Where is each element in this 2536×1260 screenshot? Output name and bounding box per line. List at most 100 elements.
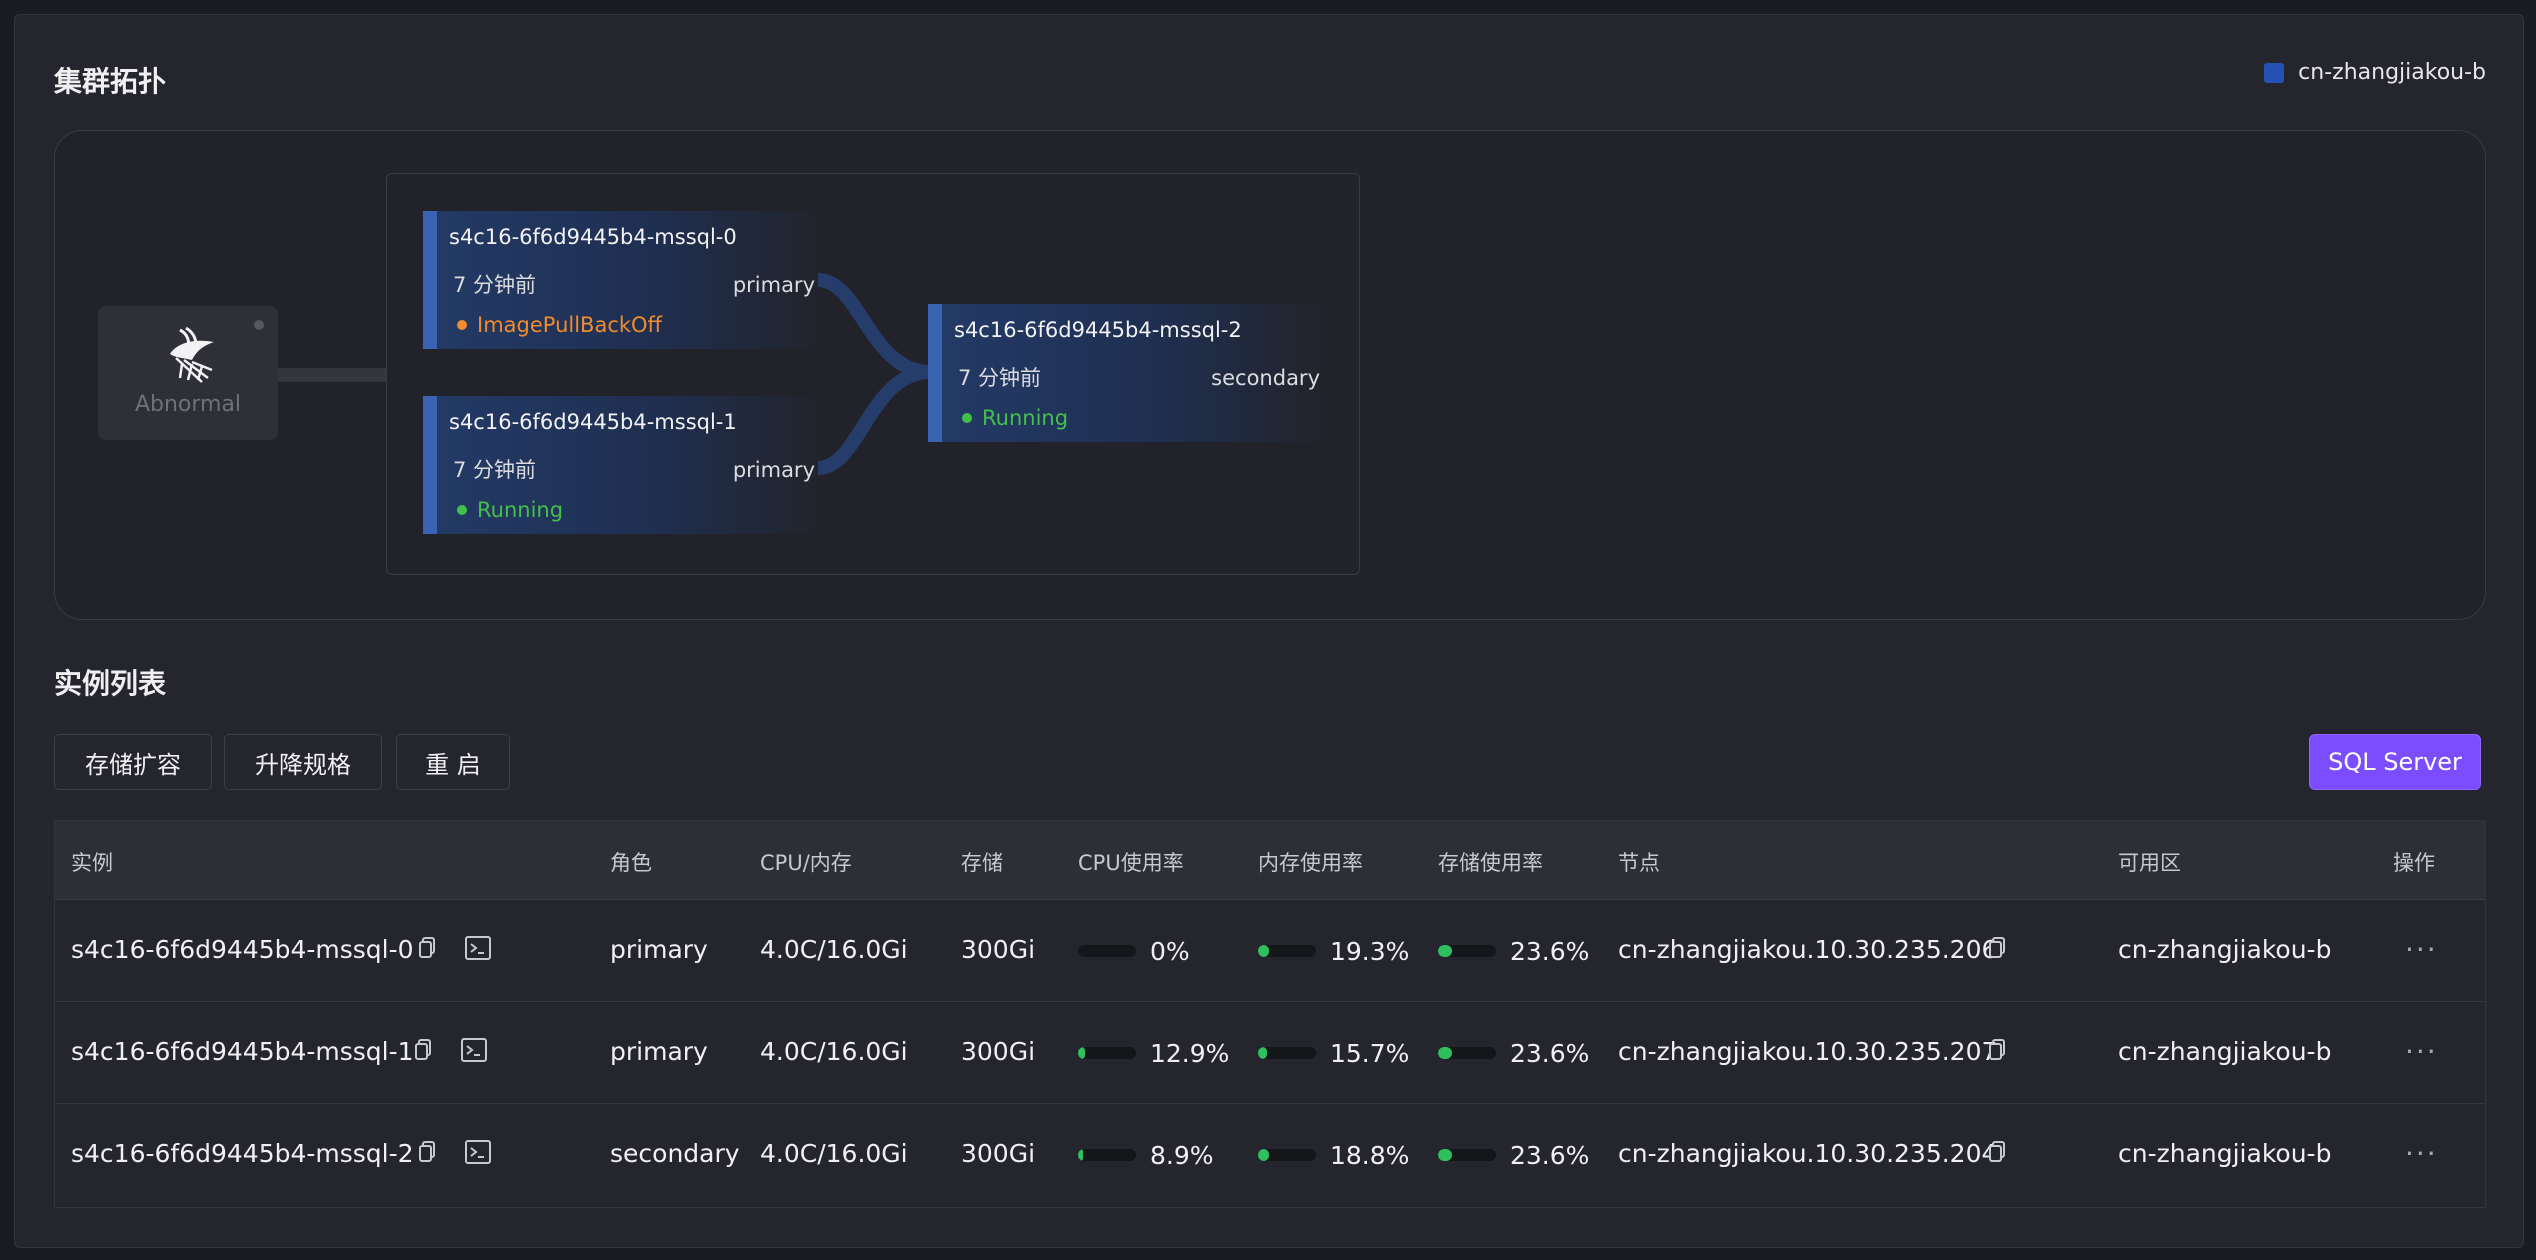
col-zone: 可用区 <box>2118 851 2181 875</box>
col-disk-usage: 存储使用率 <box>1438 851 1543 875</box>
cpu-usage-meter <box>1078 1149 1136 1161</box>
node-name: s4c16-6f6d9445b4-mssql-1 <box>449 410 737 434</box>
node-role: primary <box>732 273 815 297</box>
cpu-usage-value: 8.9% <box>1150 1141 1214 1170</box>
instance-list-title: 实例列表 <box>54 667 167 700</box>
meter-fill <box>1078 1149 1084 1161</box>
status-dot-icon <box>457 505 467 515</box>
topology-node-mssql-2[interactable]: s4c16-6f6d9445b4-mssql-2 7 分钟前 secondary… <box>928 304 1330 442</box>
topology-node-mssql-1[interactable]: s4c16-6f6d9445b4-mssql-1 7 分钟前 primary R… <box>423 396 825 534</box>
node-age: 7 分钟前 <box>453 458 537 482</box>
instance-cpu-mem: 4.0C/16.0Gi <box>760 935 908 964</box>
col-mem-usage: 内存使用率 <box>1258 851 1363 875</box>
disk-usage-meter <box>1438 1047 1496 1059</box>
terminal-icon[interactable] <box>465 936 491 960</box>
sql-server-button[interactable]: SQL Server <box>2309 734 2481 790</box>
meter-fill <box>1258 1047 1268 1059</box>
copy-icon[interactable] <box>1989 1039 2005 1061</box>
root-status-label: Abnormal <box>134 392 242 417</box>
copy-icon[interactable] <box>415 1039 431 1061</box>
col-role: 角色 <box>610 851 652 875</box>
instance-role: primary <box>610 935 708 964</box>
root-connector <box>278 368 386 382</box>
copy-icon[interactable] <box>419 937 435 959</box>
mem-usage-meter <box>1258 1149 1316 1161</box>
table-row: s4c16-6f6d9445b4-mssql-0 primary 4.0C/16… <box>55 899 2485 1002</box>
col-node: 节点 <box>1618 851 1660 875</box>
node-status-label: Running <box>477 498 564 522</box>
meter-fill <box>1258 1149 1269 1161</box>
instance-zone: cn-zhangjiakou-b <box>2118 935 2332 964</box>
col-cpu-usage: CPU使用率 <box>1078 851 1184 875</box>
disk-usage-value: 23.6% <box>1510 1141 1590 1170</box>
meter-fill <box>1258 945 1270 957</box>
cluster-root-node[interactable]: Abnormal <box>98 306 278 440</box>
instance-zone: cn-zhangjiakou-b <box>2118 1037 2332 1066</box>
mem-usage-value: 19.3% <box>1330 937 1410 966</box>
meter-fill <box>1438 1149 1452 1161</box>
node-status: Running <box>457 498 563 522</box>
topology-title: 集群拓扑 <box>54 65 167 98</box>
more-actions-icon[interactable]: ··· <box>2405 1137 2438 1170</box>
node-age: 7 分钟前 <box>453 273 537 297</box>
meter-fill <box>1438 945 1452 957</box>
instance-role: secondary <box>610 1139 740 1168</box>
mem-usage-meter <box>1258 945 1316 957</box>
replica-group-box <box>386 173 1360 575</box>
topology-node-mssql-0[interactable]: s4c16-6f6d9445b4-mssql-0 7 分钟前 primary I… <box>423 211 825 349</box>
status-dot-icon <box>962 413 972 423</box>
instance-cpu-mem: 4.0C/16.0Gi <box>760 1139 908 1168</box>
instance-storage: 300Gi <box>961 1037 1036 1066</box>
more-actions-icon[interactable]: ··· <box>2405 933 2438 966</box>
node-status: ImagePullBackOff <box>457 313 662 337</box>
instance-name[interactable]: s4c16-6f6d9445b4-mssql-2 <box>71 1139 414 1168</box>
instance-cpu-mem: 4.0C/16.0Gi <box>760 1037 908 1066</box>
disk-usage-meter <box>1438 1149 1496 1161</box>
cpu-usage-meter <box>1078 1047 1136 1059</box>
terminal-icon[interactable] <box>461 1038 487 1062</box>
node-accent-bar <box>423 396 437 534</box>
disk-usage-meter <box>1438 945 1496 957</box>
terminal-icon[interactable] <box>465 1140 491 1164</box>
node-accent-bar <box>928 304 942 442</box>
instance-storage: 300Gi <box>961 935 1036 964</box>
mem-usage-value: 15.7% <box>1330 1039 1410 1068</box>
zone-legend: cn-zhangjiakou-b <box>2264 60 2486 85</box>
node-role: primary <box>732 458 815 482</box>
col-cpu-mem: CPU/内存 <box>760 851 852 875</box>
node-status-label: Running <box>982 406 1069 430</box>
instance-node: cn-zhangjiakou.10.30.235.207 <box>1618 1037 1998 1066</box>
resize-spec-button[interactable]: 升降规格 <box>224 734 382 790</box>
instance-name[interactable]: s4c16-6f6d9445b4-mssql-0 <box>71 935 414 964</box>
expand-storage-button[interactable]: 存储扩容 <box>54 734 212 790</box>
node-age: 7 分钟前 <box>958 366 1042 390</box>
disk-usage-value: 23.6% <box>1510 1039 1590 1068</box>
instance-name[interactable]: s4c16-6f6d9445b4-mssql-1 <box>71 1037 414 1066</box>
status-dot-icon <box>457 320 467 330</box>
more-actions-icon[interactable]: ··· <box>2405 1035 2438 1068</box>
cpu-usage-value: 0% <box>1150 937 1190 966</box>
table-row: s4c16-6f6d9445b4-mssql-2 secondary 4.0C/… <box>55 1103 2485 1205</box>
meter-fill <box>1078 1047 1086 1059</box>
root-status-dot <box>254 320 264 330</box>
copy-icon[interactable] <box>419 1141 435 1163</box>
mem-usage-meter <box>1258 1047 1316 1059</box>
restart-button[interactable]: 重 启 <box>396 734 510 790</box>
col-storage: 存储 <box>961 851 1003 875</box>
table-row: s4c16-6f6d9445b4-mssql-1 primary 4.0C/16… <box>55 1001 2485 1104</box>
sql-server-logo-icon <box>170 326 214 383</box>
node-status-label: ImagePullBackOff <box>477 313 663 337</box>
zone-swatch <box>2264 62 2285 83</box>
zone-legend-label: cn-zhangjiakou-b <box>2298 60 2486 85</box>
disk-usage-value: 23.6% <box>1510 937 1590 966</box>
table-header: 实例 角色 CPU/内存 存储 CPU使用率 内存使用率 存储使用率 节点 可用… <box>55 821 2485 900</box>
copy-icon[interactable] <box>1989 1141 2005 1163</box>
col-instance: 实例 <box>71 851 113 875</box>
meter-fill <box>1438 1047 1452 1059</box>
mem-usage-value: 18.8% <box>1330 1141 1410 1170</box>
instance-node: cn-zhangjiakou.10.30.235.206 <box>1618 935 1998 964</box>
cpu-usage-meter <box>1078 945 1136 957</box>
node-accent-bar <box>423 211 437 349</box>
copy-icon[interactable] <box>1989 937 2005 959</box>
instance-storage: 300Gi <box>961 1139 1036 1168</box>
